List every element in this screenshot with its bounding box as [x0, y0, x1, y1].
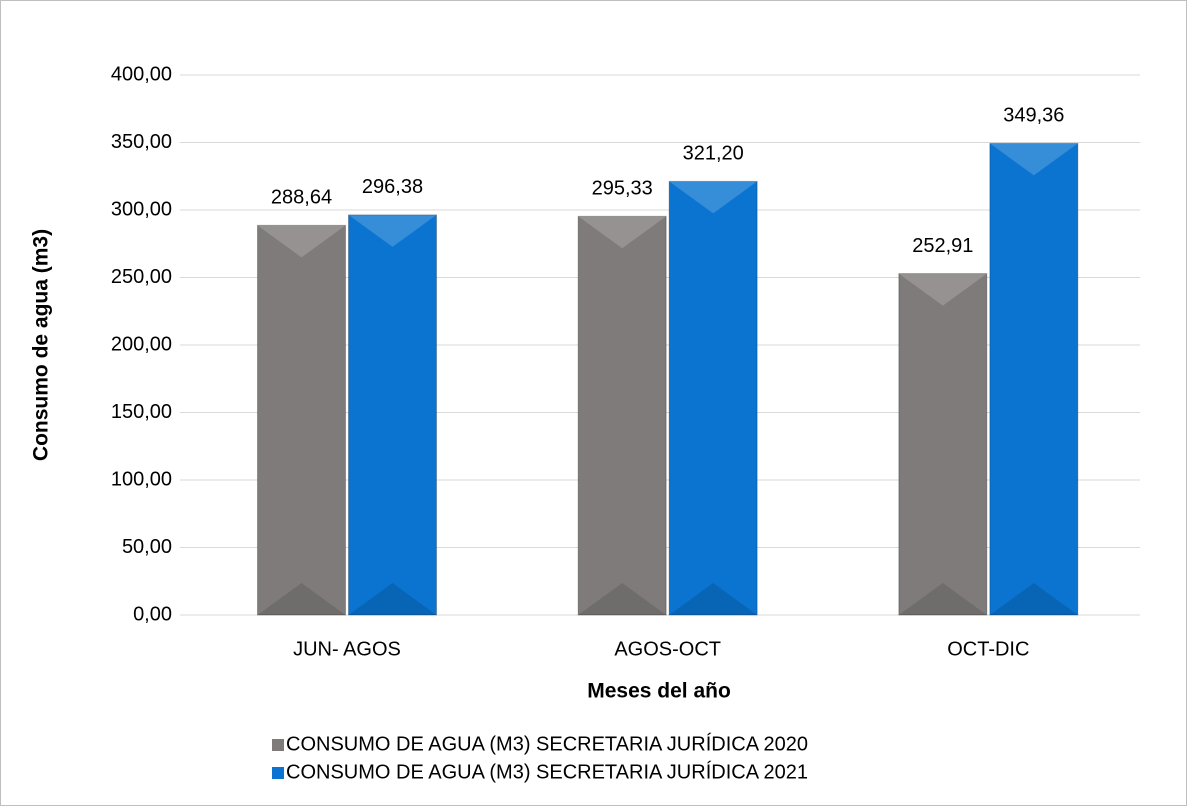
bar-bevel — [669, 181, 758, 214]
data-label: 296,38 — [362, 176, 423, 198]
bar-bevel — [348, 583, 437, 615]
y-tick-label: 350,00 — [111, 131, 172, 153]
data-label: 295,33 — [592, 178, 653, 200]
bar-bevel — [989, 143, 1078, 176]
bar-bevel — [578, 216, 667, 249]
bar-bevel — [257, 225, 346, 258]
x-tick-label: OCT-DIC — [947, 638, 1029, 660]
data-label: 321,20 — [683, 143, 744, 165]
y-tick-label: 0,00 — [133, 603, 172, 625]
y-tick-label: 150,00 — [111, 401, 172, 423]
x-axis-title: Meses del año — [587, 680, 731, 703]
bar-bevel — [669, 583, 758, 615]
y-tick-label: 50,00 — [122, 536, 172, 558]
legend-label: CONSUMO DE AGUA (M3) SECRETARIA JURÍDICA… — [286, 732, 808, 755]
bar-bevel — [578, 583, 667, 615]
bar — [989, 142, 1079, 616]
y-tick-label: 400,00 — [111, 63, 172, 85]
bar-bevel — [348, 214, 437, 247]
y-axis-title: Consumo de agua (m3) — [30, 229, 53, 461]
bar — [577, 215, 667, 616]
data-label: 349,36 — [1003, 105, 1064, 127]
y-tick-label: 100,00 — [111, 468, 172, 490]
bar-bevel — [898, 583, 987, 615]
bar — [668, 180, 758, 616]
bar — [898, 273, 988, 616]
data-label: 252,91 — [912, 235, 973, 257]
y-tick-label: 300,00 — [111, 198, 172, 220]
bar-bevel — [989, 583, 1078, 615]
data-label: 288,64 — [271, 187, 332, 209]
y-tick-label: 250,00 — [111, 266, 172, 288]
legend-swatch — [272, 739, 284, 751]
x-tick-label: AGOS-OCT — [614, 638, 721, 660]
legend-label: CONSUMO DE AGUA (M3) SECRETARIA JURÍDICA… — [286, 760, 808, 783]
bar — [348, 214, 437, 616]
bar-bevel — [898, 273, 987, 306]
x-tick-label: JUN- AGOS — [293, 638, 401, 660]
bar-bevel — [257, 583, 346, 615]
legend-swatch — [272, 767, 284, 779]
bar — [257, 224, 346, 616]
y-tick-label: 200,00 — [111, 333, 172, 355]
